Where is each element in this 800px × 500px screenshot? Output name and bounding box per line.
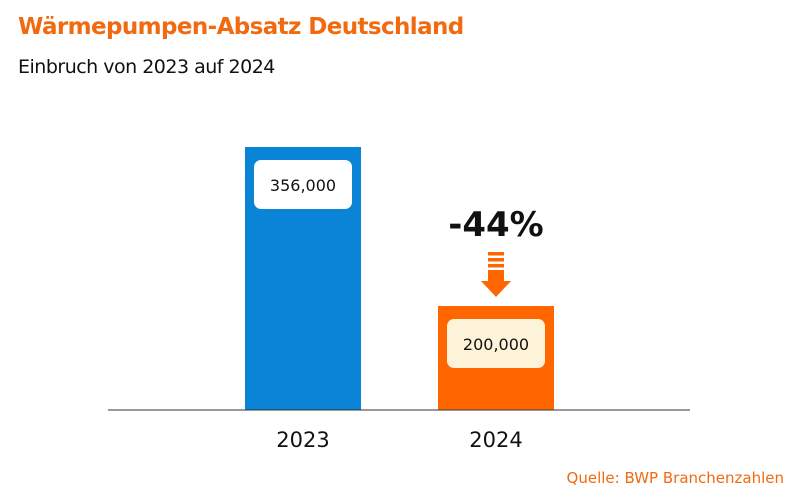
chart-subtitle: Einbruch von 2023 auf 2024: [18, 56, 275, 78]
source-note: Quelle: BWP Branchenzahlen: [566, 469, 784, 487]
chart-title: Wärmepumpen-Absatz Deutschland: [18, 14, 464, 40]
arrow-stripe: [488, 258, 504, 262]
data-label-box: [254, 160, 352, 209]
data-label-box: [447, 319, 545, 369]
change-annotation: -44%: [448, 205, 544, 245]
data-label: 200,000: [463, 335, 529, 354]
x-tick-label: 2023: [276, 428, 329, 452]
arrow-stripe: [488, 264, 504, 268]
down-arrow-icon: [481, 270, 511, 297]
data-label: 356,000: [270, 176, 336, 195]
arrow-stripe: [488, 252, 504, 256]
x-tick-label: 2024: [469, 428, 522, 452]
